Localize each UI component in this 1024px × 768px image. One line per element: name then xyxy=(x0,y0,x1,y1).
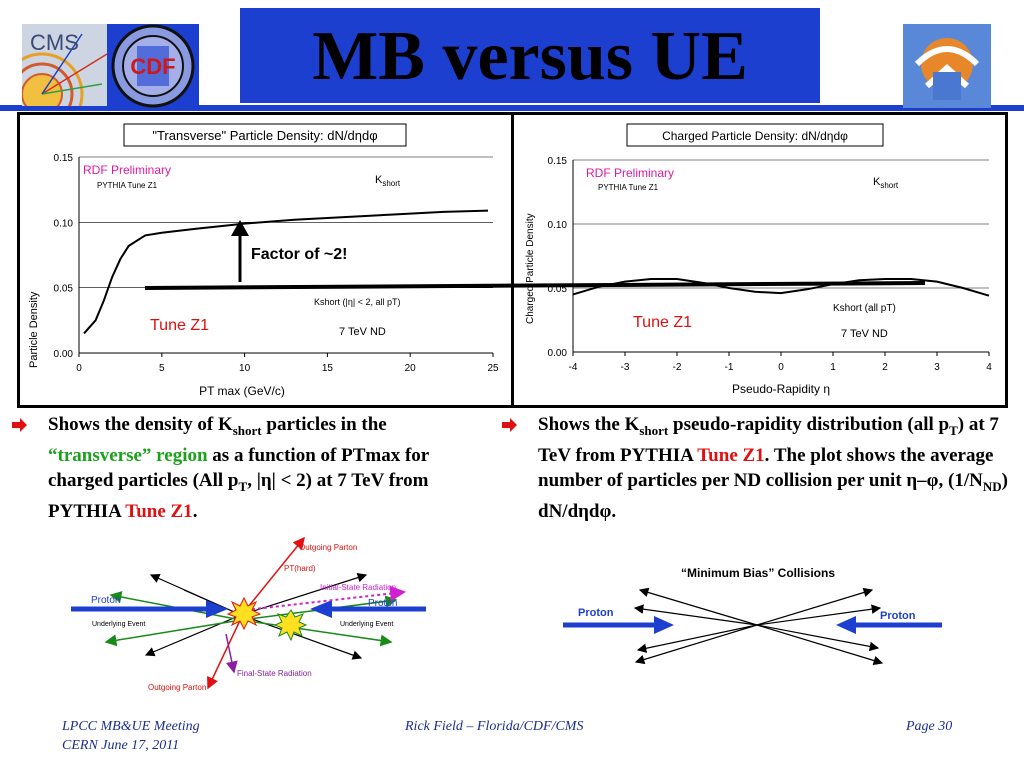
y-tick-label: 0.00 xyxy=(54,349,74,360)
ue-proton-right: Proton xyxy=(368,598,397,609)
factor-label: Factor of ~2! xyxy=(251,246,347,263)
y-tick-label: 0.05 xyxy=(54,284,74,295)
footer-meeting: LPCC MB&UE Meeting xyxy=(62,719,200,734)
left-chart-energy: 7 TeV ND xyxy=(339,326,386,338)
x-tick-label: 15 xyxy=(322,363,334,374)
ue-fsr: Final-State Radiation xyxy=(237,669,312,678)
ue-isr: Initial-State Radiation xyxy=(320,583,396,592)
cdf-logo-text: CDF xyxy=(130,54,175,79)
ue-proton-left: Proton xyxy=(91,595,120,606)
mb-title: “Minimum Bias” Collisions xyxy=(681,566,835,580)
footer-place: CERN June 17, 2011 xyxy=(62,738,180,753)
left-bullet-marker xyxy=(12,418,28,437)
ue-diagram: Outgoing Parton PT(hard) Initial-State R… xyxy=(71,536,426,692)
right-chart-preliminary: RDF Preliminary xyxy=(586,166,674,180)
factor-arrow-head xyxy=(231,220,249,236)
left-chart-particle: Kshort xyxy=(375,174,401,188)
left-chart-title: "Transverse" Particle Density: dN/dηdφ xyxy=(152,128,377,143)
right-chart-cut-label: Kshort (all pT) xyxy=(833,303,896,314)
mb-proton-right: Proton xyxy=(880,610,916,622)
y-tick-label: 0.00 xyxy=(548,348,568,359)
ue-outgoing-bottom: Outgoing Parton xyxy=(148,683,206,692)
x-tick-label: 0 xyxy=(76,363,82,374)
right-chart-particle-main: K xyxy=(873,176,881,188)
right-chart-ylabel: Charged Particle Density xyxy=(525,213,536,324)
right-chart-energy: 7 TeV ND xyxy=(841,328,888,340)
left-chart-particle-main: K xyxy=(375,174,383,186)
x-tick-label: 20 xyxy=(405,363,417,374)
right-chart-particle: Kshort xyxy=(873,176,899,190)
slide-title: MB versus UE xyxy=(312,18,748,95)
footer-author: Rick Field – Florida/CDF/CMS xyxy=(405,719,584,734)
x-tick-label: 10 xyxy=(239,363,251,374)
cms-logo: CMS xyxy=(22,24,110,106)
y-tick-label: 0.15 xyxy=(548,156,568,167)
x-tick-label: -4 xyxy=(569,362,578,373)
right-chart-title: Charged Particle Density: dN/dηdφ xyxy=(662,129,848,143)
left-chart-preliminary: RDF Preliminary xyxy=(83,163,171,177)
left-chart: "Transverse" Particle Density: dN/dηdφ 0… xyxy=(17,112,514,408)
x-tick-label: 5 xyxy=(159,363,165,374)
uf-logo xyxy=(903,24,991,108)
y-tick-label: 0.15 xyxy=(54,153,74,164)
ue-outgoing-top: Outgoing Parton xyxy=(299,543,357,552)
ue-pt-hard: PT(hard) xyxy=(284,564,316,573)
x-tick-label: 1 xyxy=(830,362,836,373)
right-chart-xlabel: Pseudo-Rapidity η xyxy=(732,382,830,396)
x-tick-label: 0 xyxy=(778,362,784,373)
x-tick-label: 2 xyxy=(882,362,888,373)
right-bullet-text: Shows the Kshort pseudo-rapidity distrib… xyxy=(538,414,1008,522)
right-chart-title-box xyxy=(626,123,884,147)
y-tick-label: 0.10 xyxy=(54,218,74,229)
left-chart-xlabel: PT max (GeV/c) xyxy=(199,384,285,398)
left-chart-ylabel: Particle Density xyxy=(28,291,40,368)
ue-underlying-right: Underlying Event xyxy=(340,621,393,628)
left-chart-cut-label: Kshort (|η| < 2, all pT) xyxy=(314,297,400,307)
mb-proton-left: Proton xyxy=(578,607,614,619)
mb-diagram: “Minimum Bias” Collisions Proton Proton xyxy=(563,566,942,666)
footer-page: Page 30 xyxy=(906,719,953,734)
left-chart-axes: 0.00 0.05 0.10 0.15 0 5 10 15 20 25 xyxy=(54,153,499,374)
series-line xyxy=(572,278,990,297)
right-chart: Charged Particle Density: dN/dηdφ 0.00 0.… xyxy=(511,112,1008,408)
cms-logo-text: CMS xyxy=(30,30,79,55)
header-divider xyxy=(0,105,1024,111)
left-chart-particle-sub: short xyxy=(382,179,401,188)
x-tick-label: -2 xyxy=(673,362,682,373)
right-bullet-marker xyxy=(502,418,518,437)
right-chart-particle-sub: short xyxy=(880,181,899,190)
y-tick-label: 0.05 xyxy=(548,284,568,295)
y-tick-label: 0.10 xyxy=(548,220,568,231)
left-chart-generator: PYTHIA Tune Z1 xyxy=(97,181,158,190)
cdf-logo: CDF xyxy=(107,24,199,108)
x-tick-label: -3 xyxy=(621,362,630,373)
left-chart-title-box xyxy=(123,123,407,147)
right-chart-generator: PYTHIA Tune Z1 xyxy=(598,183,659,192)
x-tick-label: 4 xyxy=(986,362,992,373)
x-tick-label: 3 xyxy=(934,362,940,373)
x-tick-label: 25 xyxy=(487,363,499,374)
ue-underlying-left: Underlying Event xyxy=(92,621,145,628)
x-tick-label: -1 xyxy=(725,362,734,373)
series-line xyxy=(83,209,489,335)
left-chart-series xyxy=(83,209,489,335)
left-bullet-text: Shows the density of Kshort particles in… xyxy=(48,414,429,522)
title-bar xyxy=(240,8,820,103)
left-chart-tune: Tune Z1 xyxy=(150,317,209,334)
right-chart-tune: Tune Z1 xyxy=(633,314,692,331)
right-chart-series xyxy=(572,278,990,297)
